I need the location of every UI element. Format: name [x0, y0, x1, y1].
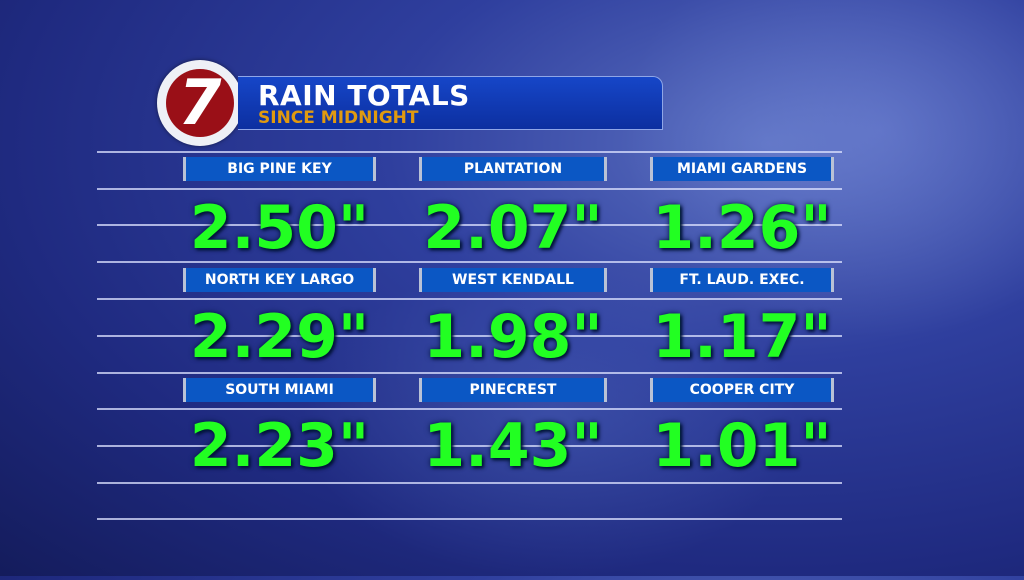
rain-total-value: 2.29" [189, 302, 370, 372]
location-label: MIAMI GARDENS [650, 157, 834, 181]
grid-line [97, 408, 842, 410]
rain-total-value: 1.26" [652, 193, 832, 263]
rain-total-value: 2.50" [189, 193, 370, 263]
rain-total-value: 2.07" [423, 193, 603, 263]
page-subtitle: SINCE MIDNIGHT [258, 108, 419, 128]
grid-line [97, 298, 842, 300]
rain-total-value: 1.01" [652, 411, 832, 481]
grid-line [97, 188, 842, 190]
grid-line [97, 482, 842, 484]
logo-7-icon: 7 [166, 69, 234, 137]
grid-line [97, 372, 842, 374]
location-label: PINECREST [419, 378, 607, 402]
location-label: WEST KENDALL [419, 268, 607, 292]
rain-total-value: 1.43" [423, 411, 603, 481]
grid-line [97, 261, 842, 263]
station-logo: 7 [157, 60, 243, 146]
rain-total-value: 1.98" [423, 302, 603, 372]
grid-line [97, 445, 842, 447]
grid-line [97, 224, 842, 226]
page-title: RAIN TOTALS [258, 79, 470, 112]
grid-line [97, 335, 842, 337]
location-label: PLANTATION [419, 157, 607, 181]
location-label: FT. LAUD. EXEC. [650, 268, 834, 292]
background-swirl [300, 260, 800, 580]
location-label: SOUTH MIAMI [183, 378, 376, 402]
grid-line [97, 518, 842, 520]
rain-total-value: 2.23" [189, 411, 370, 481]
location-label: BIG PINE KEY [183, 157, 376, 181]
title-bar: RAIN TOTALS SINCE MIDNIGHT [238, 76, 663, 130]
rain-total-value: 1.17" [652, 302, 832, 372]
location-label: NORTH KEY LARGO [183, 268, 376, 292]
grid-line [97, 151, 842, 153]
location-label: COOPER CITY [650, 378, 834, 402]
